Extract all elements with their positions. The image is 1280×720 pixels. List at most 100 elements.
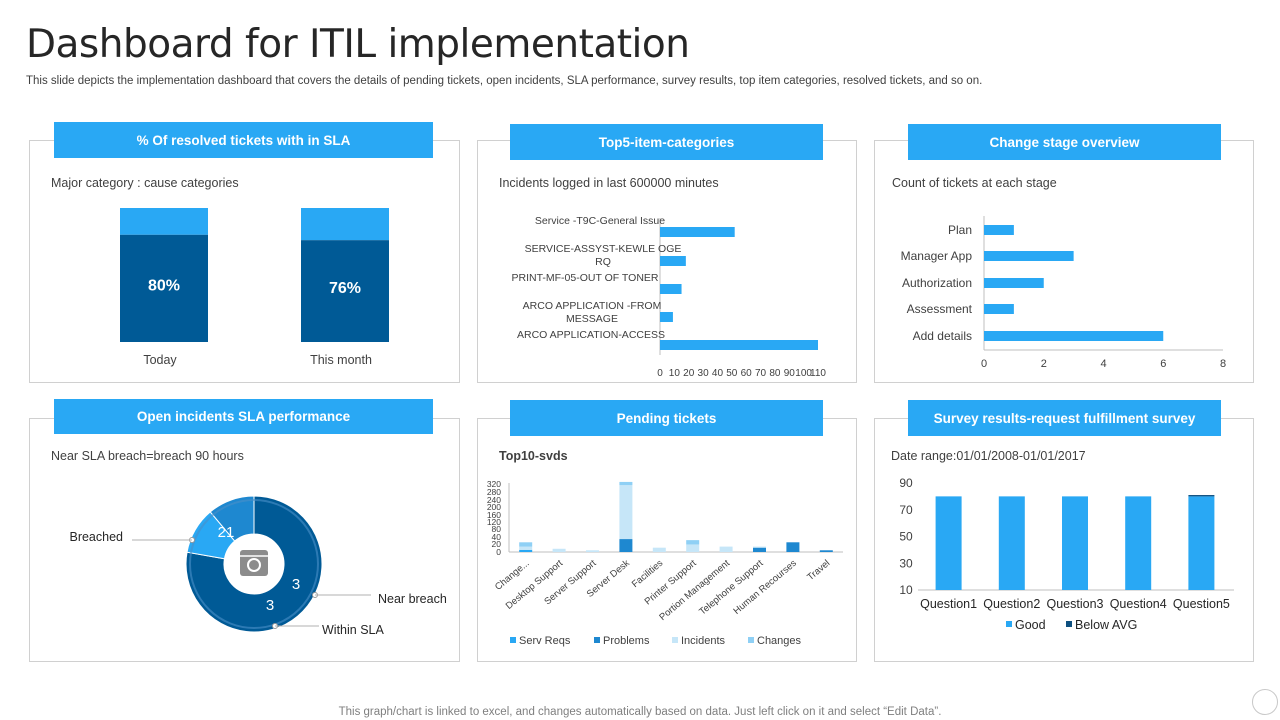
pending-panel xyxy=(477,418,857,662)
survey-chart: 10 30 50 70 90 Question1 Question2 Question3 Que… xyxy=(899,476,1234,632)
top5-tick-label: 50 xyxy=(726,368,738,379)
survey-legend-swatch xyxy=(1006,621,1012,627)
change-tick-label: 0 xyxy=(981,358,987,370)
pending-caption: Top10-svds xyxy=(499,449,568,463)
top5-tick-label: 10 xyxy=(669,368,681,379)
top5-tick-label: 60 xyxy=(741,368,753,379)
pending-legend-swatch xyxy=(672,637,678,643)
incidents-chart: 21 3 3 Breached Near breach Within SLA xyxy=(69,495,447,637)
gear-icon xyxy=(247,558,261,572)
change-panel xyxy=(874,140,1254,383)
resolved-panel-header: % Of resolved tickets with in SLA xyxy=(54,122,433,158)
pending-bar-segment xyxy=(619,539,633,552)
top5-category-label: SERVICE-ASSYST-KEWLE OGE xyxy=(525,243,682,255)
donut-inner-ring xyxy=(189,499,319,629)
survey-bar xyxy=(1062,496,1088,590)
change-tick-label: 2 xyxy=(1041,358,1047,370)
top5-bar xyxy=(660,340,818,350)
top5-category-label: MESSAGE xyxy=(566,313,618,325)
pending-tick-label: 160 xyxy=(487,510,501,520)
pending-legend-label: Changes xyxy=(757,635,802,647)
survey-bar xyxy=(1125,496,1152,590)
top5-category-label: ARCO APPLICATION -FROM xyxy=(523,300,662,312)
pending-bar-segment xyxy=(686,544,700,552)
top5-tick-label: 110 xyxy=(810,368,826,379)
survey-tick-label: 50 xyxy=(899,530,913,544)
pending-bar-segment xyxy=(719,546,733,552)
change-category-label: Plan xyxy=(948,223,972,237)
survey-category-label: Question5 xyxy=(1173,597,1230,611)
top5-bar xyxy=(660,284,682,294)
change-caption: Count of tickets at each stage xyxy=(892,176,1057,190)
top5-tick-label: 0 xyxy=(657,368,663,379)
donut-value-label: 21 xyxy=(218,524,235,541)
survey-category-label: Question1 xyxy=(920,597,977,611)
pending-legend-label: Serv Reqs xyxy=(519,635,571,647)
resolved-bar xyxy=(120,234,208,342)
pending-tick-label: 80 xyxy=(492,524,502,534)
resolved-chart: 80% Today 76% This month xyxy=(120,208,389,367)
slide-nav-button[interactable] xyxy=(1252,689,1278,715)
pending-legend-swatch xyxy=(594,637,600,643)
change-category-label: Manager App xyxy=(901,249,973,263)
change-category-label: Authorization xyxy=(902,276,972,290)
pending-legend-swatch xyxy=(510,637,516,643)
survey-category-label: Question3 xyxy=(1047,597,1104,611)
page-subtitle: This slide depicts the implementation da… xyxy=(26,75,983,87)
change-tick-label: 6 xyxy=(1160,358,1166,370)
change-bar xyxy=(984,251,1074,261)
pending-tick-label: 320 xyxy=(487,479,501,489)
pending-bar-segment xyxy=(619,485,633,540)
pending-tick-label: 200 xyxy=(487,502,501,512)
top5-bar xyxy=(660,312,673,322)
top5-chart: Service -T9C-General Issue SERVICE-ASSYST… xyxy=(511,215,826,379)
survey-category-label: Question2 xyxy=(983,597,1040,611)
change-panel-header: Change stage overview xyxy=(908,124,1221,160)
survey-tick-label: 90 xyxy=(899,476,913,490)
resolved-category-label: This month xyxy=(310,353,372,367)
pending-legend-swatch xyxy=(748,637,754,643)
change-bar xyxy=(984,331,1164,341)
pending-bar-segment xyxy=(753,547,766,552)
pending-legend-label: Problems xyxy=(603,635,650,647)
pending-tick-label: 240 xyxy=(487,495,501,505)
top5-category-label: ARCO APPLICATION-ACCESS xyxy=(517,329,665,341)
pending-tick-label: 40 xyxy=(492,532,502,542)
pending-chart: 0204080120160200240280320Change...Deskto… xyxy=(487,479,843,647)
pending-bar-segment xyxy=(519,546,533,550)
donut-slice xyxy=(209,495,255,542)
change-chart: Plan Manager App Authorization Assessment Ad… xyxy=(901,216,1226,370)
top5-category-label: Service -T9C-General Issue xyxy=(535,215,665,227)
change-tick-label: 8 xyxy=(1220,358,1226,370)
survey-caption: Date range:01/01/2008-01/01/2017 xyxy=(891,449,1086,463)
resolved-bar-remainder xyxy=(120,208,208,235)
survey-category-label: Question4 xyxy=(1110,597,1167,611)
top5-tick-label: 30 xyxy=(698,368,710,379)
survey-tick-label: 70 xyxy=(899,503,913,517)
resolved-category-label: Today xyxy=(143,353,177,367)
survey-bar xyxy=(1188,496,1215,590)
pending-bar-segment xyxy=(686,540,700,545)
top5-panel-header: Top5-item-categories xyxy=(510,124,823,160)
pending-category-label: Desktop Support xyxy=(504,558,566,612)
top5-tick-label: 40 xyxy=(712,368,724,379)
pending-category-label: Travel xyxy=(805,558,832,583)
change-category-label: Add details xyxy=(913,329,972,343)
calendar-gear-icon xyxy=(240,550,268,576)
survey-tick-label: 10 xyxy=(899,583,913,597)
pending-tick-label: 0 xyxy=(496,547,501,557)
change-tick-label: 4 xyxy=(1100,358,1106,370)
survey-bar xyxy=(935,496,962,590)
change-bar xyxy=(984,225,1014,235)
survey-legend-swatch xyxy=(1066,621,1072,627)
pending-bar-segment xyxy=(819,550,833,552)
survey-legend-label: Good xyxy=(1015,618,1046,632)
pending-category-label: Human Recourses xyxy=(731,558,799,617)
pending-bar-segment xyxy=(619,481,633,486)
resolved-value-label: 80% xyxy=(148,277,180,294)
pending-bar-segment xyxy=(552,548,566,552)
change-category-label: Assessment xyxy=(907,302,973,316)
top5-tick-label: 20 xyxy=(683,368,695,379)
change-bar xyxy=(984,304,1014,314)
donut-category-label: Near breach xyxy=(378,592,447,606)
